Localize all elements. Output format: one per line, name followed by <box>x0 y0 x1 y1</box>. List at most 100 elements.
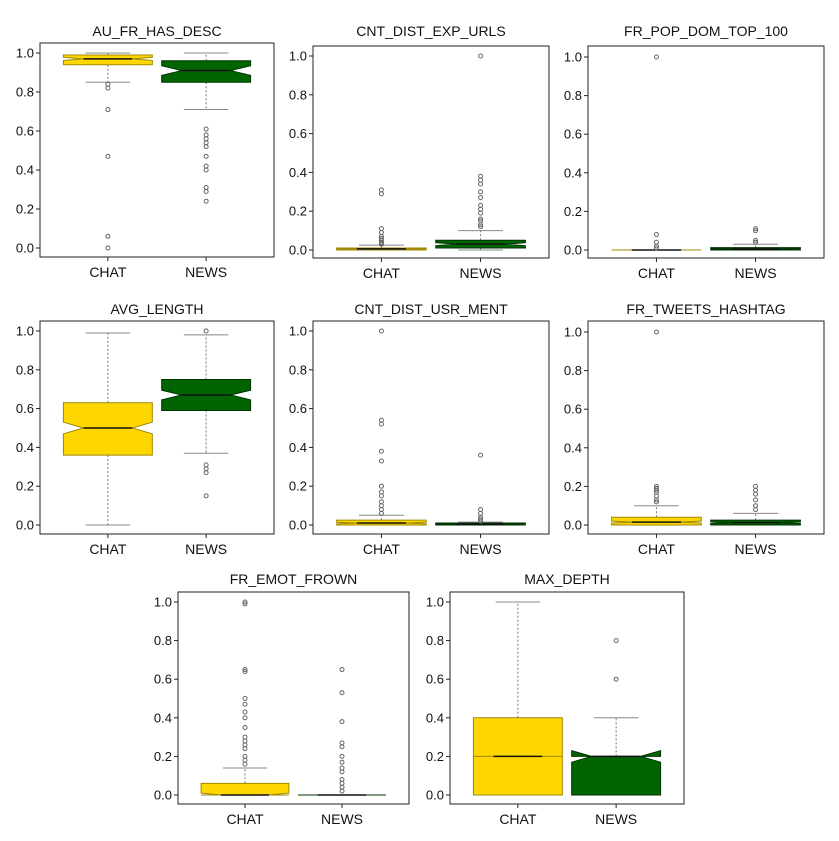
outlier-point <box>753 237 759 243</box>
x-tick-label: NEWS <box>321 811 363 827</box>
outlier-point <box>339 667 345 673</box>
panel-title: CNT_DIST_EXP_URLS <box>356 23 505 39</box>
box-body <box>62 54 153 66</box>
panel-frame <box>312 320 550 535</box>
box-chat <box>200 599 290 796</box>
panel-frame <box>449 591 685 805</box>
y-tick-label: 0.6 <box>426 672 444 687</box>
x-tick-label: NEWS <box>185 264 227 280</box>
outlier-point <box>339 788 345 794</box>
x-tick-label: CHAT <box>363 541 401 557</box>
panel-title: AU_FR_HAS_DESC <box>92 23 221 39</box>
panel-frame <box>177 591 410 805</box>
outlier-point <box>653 245 659 251</box>
outlier-point <box>203 126 209 132</box>
outlier-point <box>753 497 759 503</box>
box-chat <box>62 332 153 526</box>
outlier-point <box>242 746 248 752</box>
x-tick-label: CHAT <box>499 811 537 827</box>
y-tick-label: 0.2 <box>564 204 582 219</box>
box-body <box>62 402 153 456</box>
outlier-point <box>203 167 209 173</box>
y-tick-label: 0.2 <box>289 479 307 494</box>
box-chat <box>472 601 563 796</box>
y-tick-label: 0.2 <box>564 479 582 494</box>
box-chat <box>611 54 702 251</box>
outlier-point <box>653 329 659 335</box>
box-body <box>571 749 662 796</box>
panel-frame <box>587 45 825 259</box>
box-chat <box>336 328 427 526</box>
y-tick-label: 0.6 <box>564 402 582 417</box>
y-tick-label: 0.4 <box>16 440 34 455</box>
outlier-point <box>378 241 384 247</box>
y-tick-label: 1.0 <box>564 325 582 340</box>
box-news <box>298 667 386 796</box>
outlier-point <box>478 189 484 195</box>
outlier-point <box>242 667 248 673</box>
panel-cnt-dist-exp-urls: CNT_DIST_EXP_URLS 0.0 0.2 0.4 0.6 0.8 1.0 CHAT N… <box>289 23 550 281</box>
x-tick-label: CHAT <box>363 265 401 281</box>
y-tick-label: 0.8 <box>289 362 307 377</box>
outlier-point <box>203 188 209 194</box>
y-tick-label: 0.2 <box>154 749 172 764</box>
outlier-point <box>339 769 345 775</box>
box-chat <box>611 329 702 526</box>
outlier-point <box>478 518 484 524</box>
outlier-point <box>242 696 248 701</box>
y-tick-label: 0.4 <box>426 710 444 725</box>
y-tick-label: 0.0 <box>564 518 582 533</box>
x-tick-label: NEWS <box>185 541 227 557</box>
y-tick-label: 0.4 <box>289 440 307 455</box>
panel-fr-emot-frown: FR_EMOT_FROWN 0.0 0.2 0.4 0.6 0.8 1.0 CHAT NEWS <box>154 571 410 827</box>
panel-title: FR_EMOT_FROWN <box>230 571 358 587</box>
box-news <box>435 452 526 526</box>
outlier-point <box>613 676 619 682</box>
panel-title: AVG_LENGTH <box>110 301 203 317</box>
panel-fr-pop-dom-top-100: FR_POP_DOM_TOP_100 0.0 0.2 0.4 0.6 0.8 1.0 CHAT… <box>564 23 825 281</box>
y-tick-label: 1.0 <box>16 324 34 339</box>
y-tick-label: 0.8 <box>564 363 582 378</box>
box-body <box>161 60 252 83</box>
y-tick-label: 1.0 <box>564 50 582 65</box>
y-tick-label: 0.0 <box>16 518 34 533</box>
outlier-point <box>203 198 209 204</box>
x-tick-label: CHAT <box>226 811 264 827</box>
outlier-point <box>242 701 248 707</box>
outlier-point <box>478 181 484 187</box>
outlier-point <box>653 54 659 60</box>
panel-max-depth: MAX_DEPTH 0.0 0.2 0.4 0.6 0.8 1.0 CHAT NEWS <box>426 571 685 827</box>
y-tick-label: 0.8 <box>289 87 307 102</box>
outlier-point <box>242 709 248 715</box>
y-tick-label: 0.6 <box>564 127 582 142</box>
y-tick-label: 0.8 <box>16 85 34 100</box>
outlier-point <box>203 470 209 476</box>
outlier-point <box>478 195 484 201</box>
outlier-point <box>378 328 384 334</box>
outlier-point <box>203 153 209 159</box>
y-tick-label: 0.0 <box>154 788 172 803</box>
x-tick-label: CHAT <box>89 541 127 557</box>
x-tick-label: NEWS <box>735 265 777 281</box>
outlier-point <box>653 232 659 238</box>
outlier-point <box>653 243 659 249</box>
outlier-point <box>653 487 659 493</box>
outlier-point <box>653 497 659 503</box>
outlier-point <box>378 448 384 454</box>
outlier-point <box>203 144 209 150</box>
y-tick-label: 0.4 <box>154 710 172 725</box>
outlier-point <box>378 458 384 464</box>
outlier-point <box>242 724 248 730</box>
x-tick-label: NEWS <box>735 541 777 557</box>
box-news <box>710 483 801 526</box>
panel-title: FR_POP_DOM_TOP_100 <box>624 23 788 39</box>
outlier-point <box>753 491 759 497</box>
box-news <box>571 638 662 796</box>
outlier-point <box>753 239 759 245</box>
y-tick-label: 0.2 <box>16 479 34 494</box>
outlier-point <box>478 210 484 216</box>
y-tick-label: 1.0 <box>154 595 172 610</box>
y-tick-label: 0.6 <box>289 401 307 416</box>
panel-frame <box>587 320 825 535</box>
